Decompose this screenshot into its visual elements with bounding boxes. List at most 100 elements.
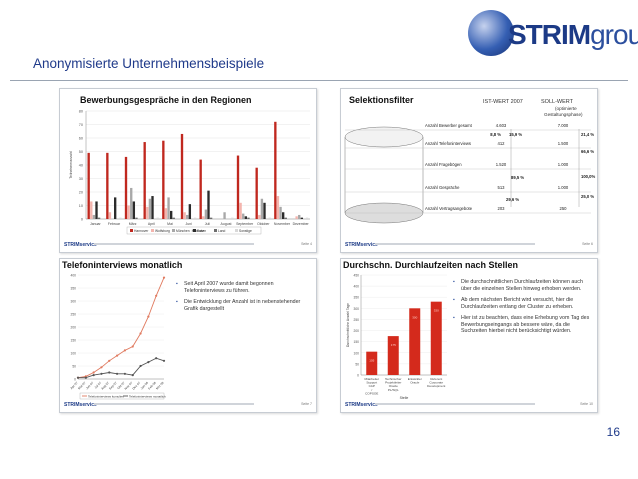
row-ist: 513 (498, 185, 506, 190)
header-divider (10, 80, 628, 81)
data-point (155, 357, 158, 360)
x-tick-label: Feb 08 (147, 381, 157, 391)
bar (148, 198, 152, 219)
x-tick-label: / (371, 388, 372, 392)
panel-telefon[interactable]: Telefoninterviews monatlich 0 50 100 150 200… (59, 258, 317, 413)
row-soll: 250 (560, 206, 568, 211)
bar (282, 212, 285, 219)
x-tick-label: Development (427, 384, 445, 388)
bar (284, 217, 287, 219)
x-tick-label: Mai (167, 222, 173, 226)
y-tick-label: 200 (70, 326, 76, 330)
footer-page: Seite 6 (582, 242, 593, 246)
y-tick-label: 300 (353, 307, 359, 311)
panel-regions-footer: STRIMservice Seite 4 (64, 242, 312, 249)
panel-regions[interactable]: Bewerbungsgespräche in den Regionen 0 10 2… (59, 88, 317, 253)
row-ist: 1.520 (496, 162, 507, 167)
page-title: Anonymisierte Unternehmensbeispiele (33, 56, 265, 71)
legend-label: Sonstige (239, 229, 252, 233)
bullet-item: Seit April 2007 wurde damit begonnen Tel… (176, 281, 308, 295)
data-point (123, 349, 127, 352)
y-axis-label: Teilnehmeranzahl (69, 151, 73, 179)
row-soll: 1.000 (558, 185, 569, 190)
data-point (108, 371, 111, 374)
legend-swatch (193, 229, 196, 232)
bullet-item: Die Entwicklung der Anzahl ist in nebens… (176, 299, 308, 313)
legend-swatch (172, 229, 175, 232)
panel-filter-title: Selektionsfilter (349, 95, 414, 105)
y-tick-label: 350 (353, 296, 359, 300)
x-tick-label: Technischer (385, 377, 402, 381)
bar (143, 142, 146, 219)
bar (298, 214, 301, 219)
x-tick-label: Mitarbeiter (364, 377, 379, 381)
y-tick-label: 70 (79, 123, 83, 127)
bar (239, 202, 242, 219)
legend-box (126, 226, 262, 235)
x-tick-label: Juni (185, 222, 192, 226)
bar (409, 308, 421, 375)
footer-text (375, 243, 535, 245)
x-axis-label: Monate (192, 229, 205, 233)
panel-filter-footer: STRIMservice Seite 6 (345, 242, 593, 249)
bar (387, 336, 399, 375)
legend-swatch (214, 229, 217, 232)
x-axis-label: Stelle (400, 396, 409, 400)
regions-bar-chart: 0 10 20 30 40 50 60 70 80 Januar Februar März April M… (69, 110, 310, 235)
row-label: Anzahl Gespräche (425, 185, 460, 190)
bar (236, 155, 240, 219)
bar (258, 214, 261, 219)
bar (188, 204, 192, 219)
row-soll: 1.000 (558, 162, 569, 167)
bar (268, 217, 271, 219)
row-label: Anzahl Bewerber gesamt (425, 123, 473, 128)
panel-durchlauf[interactable]: Durchschn. Durchlaufzeiten nach Stellen … (340, 258, 598, 413)
bar (130, 187, 133, 219)
bar (199, 159, 202, 219)
y-tick-label: 40 (79, 164, 83, 168)
data-point (92, 374, 95, 377)
x-tick-label: August (221, 222, 232, 226)
data-point (155, 294, 158, 297)
bar (127, 205, 130, 219)
col-soll-sub2: Gestaltungsphase) (544, 112, 583, 117)
y-tick-label: 10 (79, 204, 83, 208)
x-tick-label: Support (366, 381, 377, 385)
bar (276, 196, 280, 219)
x-tick-label: Referent (430, 377, 442, 381)
legend-label: Land (218, 229, 226, 233)
panel-regions-title: Bewerbungsgespräche in den Regionen (80, 95, 252, 105)
x-tick-label: Dezember (293, 222, 310, 226)
durchlauf-bullets: Die durchschnittlichen Durchlaufzeiten k… (453, 279, 591, 339)
y-tick-label: 50 (72, 365, 76, 369)
bar-value-label: 175 (391, 343, 396, 347)
row-label: Anzahl Fragebögen (425, 162, 462, 167)
data-point (100, 366, 103, 369)
bar-value-label: 330 (434, 309, 439, 313)
footer-logo: STRIMservice (64, 402, 97, 408)
bar (124, 156, 128, 219)
x-tick-label: Jul 07 (93, 381, 102, 390)
legend-box (79, 392, 165, 400)
funnel-body (344, 136, 424, 214)
bar-value-label: 300 (412, 315, 417, 319)
data-point (147, 315, 150, 318)
panel-telefon-footer: STRIMservice Seite 7 (64, 402, 312, 409)
ist-rate: 29,6 % (506, 197, 519, 202)
bar (244, 216, 248, 219)
x-tick-label: Dez 07 (131, 381, 141, 391)
bar (156, 217, 159, 219)
legend-label: Wolfsburg (155, 229, 170, 233)
y-tick-label: 200 (353, 329, 359, 333)
bar (366, 351, 378, 375)
y-tick-label: 80 (79, 110, 83, 114)
bar (90, 201, 93, 219)
bar (209, 217, 213, 219)
bar (260, 198, 264, 219)
y-tick-label: 250 (70, 313, 76, 317)
x-tick-label: September (236, 222, 254, 226)
panel-filter[interactable]: Selektionsfilter IST-WERT 2007 SOLL-WERT… (340, 88, 598, 253)
footer-text (94, 403, 254, 405)
footer-page: Seite 10 (580, 402, 593, 406)
